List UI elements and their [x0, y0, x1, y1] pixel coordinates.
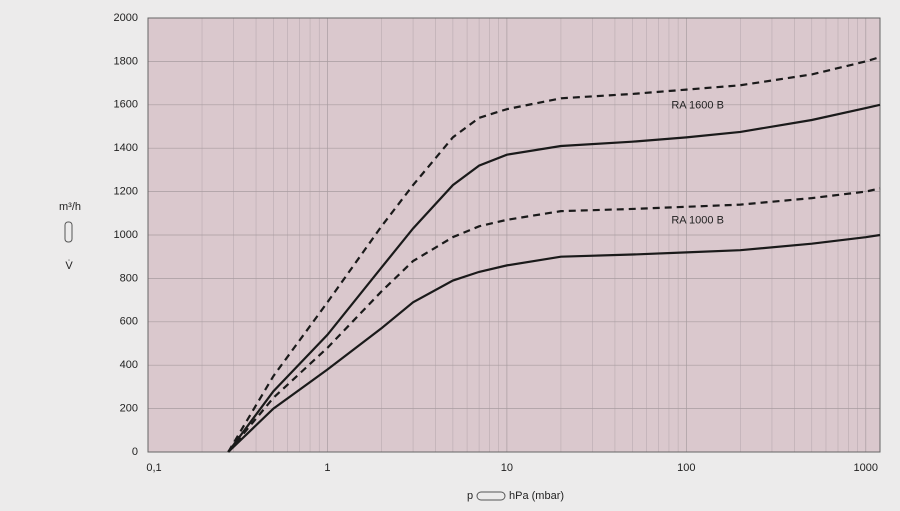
x-tick-label: 1 [324, 462, 330, 474]
y-tick-label: 1400 [114, 142, 138, 154]
y-tick-label: 1200 [114, 186, 138, 198]
x-tick-label: 10 [501, 462, 513, 474]
y-arrow-icon [64, 221, 73, 243]
y-tick-label: 0 [132, 446, 138, 458]
series-label: RA 1600 B [671, 99, 724, 111]
y-tick-label: 800 [120, 272, 138, 284]
x-tick-label: 100 [677, 462, 695, 474]
series-label: RA 1000 B [671, 214, 724, 226]
x-axis-label: hPa (mbar) [509, 490, 564, 502]
y-tick-label: 200 [120, 403, 138, 415]
x-tick-label: 0,1 [146, 462, 161, 474]
y-tick-label: 2000 [114, 12, 138, 24]
y-tick-label: 1000 [114, 229, 138, 241]
y-tick-label: 1600 [114, 99, 138, 111]
data-line [227, 233, 881, 453]
x-arrow-icon [476, 491, 506, 501]
data-line [227, 103, 881, 453]
y-tick-label: 400 [120, 359, 138, 371]
y-axis-label: m³/h [59, 201, 81, 213]
x-tick-label: 1000 [854, 462, 878, 474]
data-line [227, 187, 881, 453]
y-tick-label: 600 [120, 316, 138, 328]
x-axis-symbol: p [467, 490, 473, 502]
data-line [227, 56, 881, 453]
y-axis-symbol: V̇ [65, 259, 73, 272]
y-tick-label: 1800 [114, 55, 138, 67]
